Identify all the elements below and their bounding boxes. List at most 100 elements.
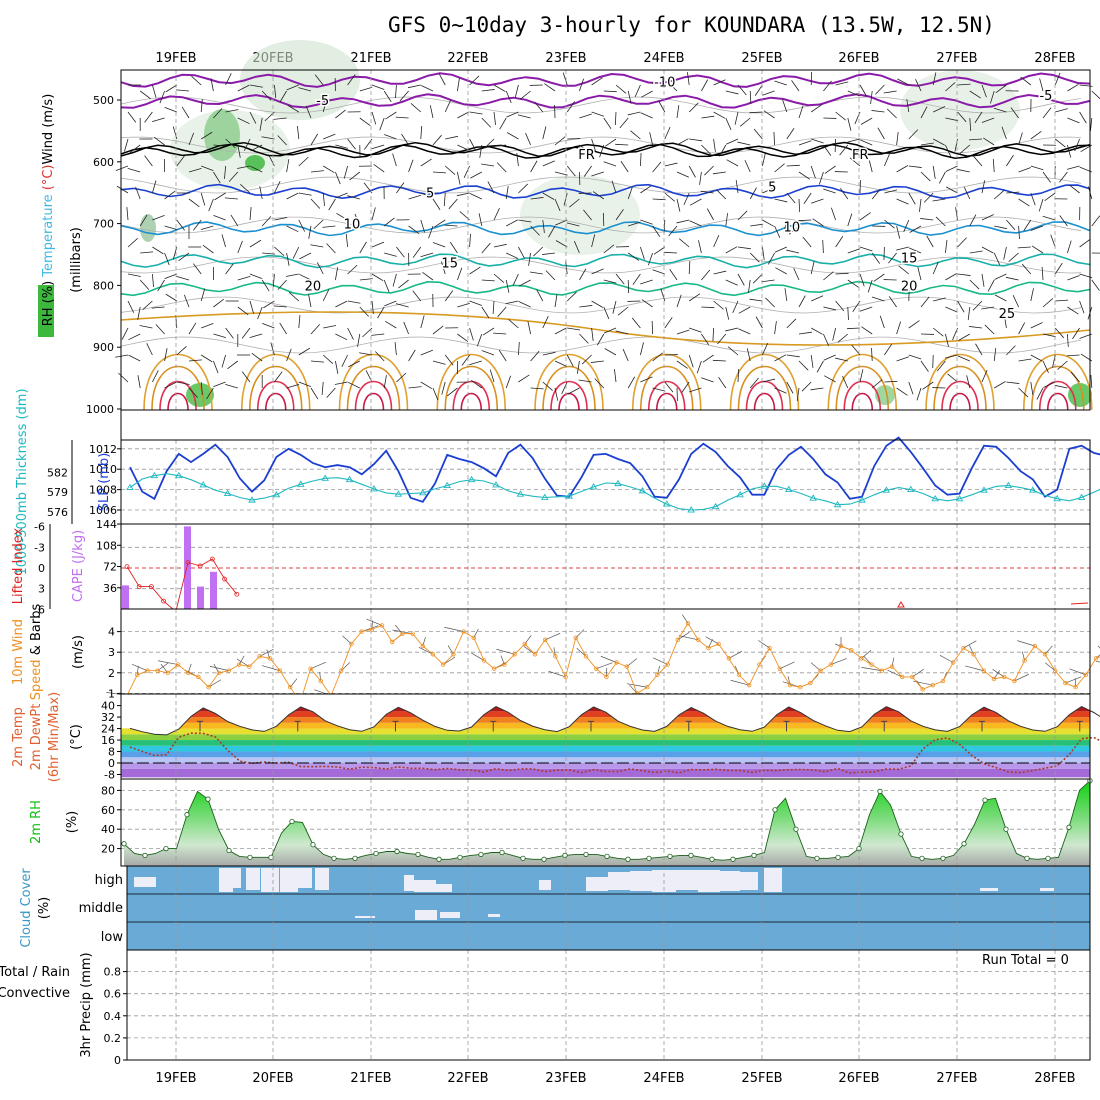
wind-barb bbox=[492, 300, 495, 314]
wind-barb bbox=[719, 144, 727, 157]
wind-barb bbox=[241, 327, 251, 339]
wind-barb bbox=[945, 117, 959, 122]
wind-barb bbox=[676, 198, 681, 212]
cloud-cover-panel: high middle low Cloud Cover (%) bbox=[19, 865, 1091, 951]
rh-shading-patch bbox=[900, 70, 1020, 150]
cloud-gap bbox=[440, 912, 460, 918]
wind-barb bbox=[835, 357, 848, 362]
wind-barb bbox=[681, 381, 690, 393]
wind-barb bbox=[257, 306, 263, 320]
wind-barb bbox=[213, 333, 227, 338]
wind-barb bbox=[1054, 72, 1061, 86]
wind-barb-10m bbox=[678, 635, 699, 641]
wind-barb bbox=[835, 235, 844, 248]
wind-barb bbox=[725, 138, 739, 145]
wind-barb bbox=[371, 241, 385, 248]
cloud-gap bbox=[764, 868, 782, 892]
wind-barb bbox=[529, 271, 543, 275]
wind-barb bbox=[859, 306, 873, 312]
wind-barb bbox=[840, 188, 849, 200]
wind-barb bbox=[383, 375, 387, 389]
wind-barb bbox=[421, 85, 434, 92]
wind-speed-marker bbox=[696, 637, 701, 643]
wind-barb bbox=[1042, 360, 1049, 373]
wind-barb bbox=[676, 360, 688, 369]
wind-barb-10m bbox=[779, 661, 795, 669]
wind-barb bbox=[392, 273, 397, 287]
wind-barb bbox=[438, 73, 446, 86]
wind-speed-marker bbox=[614, 660, 619, 665]
y-tick-label: 900 bbox=[93, 341, 114, 354]
wind-barb bbox=[420, 381, 433, 390]
wind-barb bbox=[640, 279, 653, 285]
wind-barb bbox=[603, 161, 617, 167]
wind-barb-10m bbox=[965, 665, 984, 672]
thickness-marker bbox=[516, 490, 525, 497]
wind-barb bbox=[591, 138, 596, 152]
wind-barb bbox=[262, 322, 275, 329]
wind-barb bbox=[835, 81, 849, 86]
wind-speed-marker bbox=[390, 639, 395, 645]
wind-speed-marker bbox=[573, 635, 578, 640]
wind-barb bbox=[627, 111, 641, 116]
wind-barb bbox=[810, 104, 823, 113]
date-label-bottom: 24FEB bbox=[643, 1071, 684, 1086]
wind-barb bbox=[824, 165, 836, 174]
wind-barb bbox=[871, 252, 880, 264]
wind-barb-10m bbox=[912, 668, 924, 678]
warm-air-contour bbox=[835, 365, 890, 411]
rh-marker bbox=[394, 848, 400, 855]
wind-barb bbox=[172, 246, 178, 260]
wind-barb bbox=[615, 330, 629, 335]
wind-barb bbox=[676, 329, 690, 335]
y-axis-label: Lifted Index bbox=[11, 527, 26, 604]
wind-barb bbox=[908, 320, 920, 329]
rh-marker bbox=[247, 854, 253, 860]
wind-barb bbox=[444, 290, 454, 302]
wind-barb bbox=[395, 303, 409, 308]
wind-barb bbox=[542, 192, 555, 200]
wind-barb bbox=[701, 144, 711, 155]
y-axis-label: 2m RH bbox=[29, 800, 44, 844]
wind-barb bbox=[786, 164, 800, 167]
y-axis-label-part: (millibars) bbox=[69, 227, 84, 293]
wind-barb bbox=[701, 377, 714, 383]
y-tick-label: 108 bbox=[96, 539, 117, 552]
wind-barb bbox=[286, 384, 300, 389]
wind-barb bbox=[678, 238, 690, 248]
y-axis-label: CAPE (J/kg) bbox=[71, 530, 86, 602]
wind-barb bbox=[569, 198, 580, 208]
thickness-marker bbox=[858, 496, 866, 503]
wind-speed-marker bbox=[471, 635, 476, 640]
warm-air-contour bbox=[851, 392, 874, 411]
wind-barb bbox=[127, 168, 141, 173]
wind-barb bbox=[1020, 76, 1032, 86]
wind-barb bbox=[461, 354, 470, 366]
wind-barb bbox=[139, 325, 153, 329]
wind-barb bbox=[664, 192, 676, 202]
wind-barb bbox=[663, 251, 678, 254]
wind-barb bbox=[725, 327, 739, 332]
wind-barb bbox=[354, 213, 361, 227]
wind-barb bbox=[873, 273, 885, 282]
wind-barb bbox=[812, 218, 824, 227]
wind-speed-marker bbox=[481, 658, 487, 663]
wind-speed-marker bbox=[981, 668, 986, 673]
wind-barb bbox=[640, 219, 653, 225]
wind-barb bbox=[752, 273, 763, 284]
wind-barb bbox=[299, 252, 312, 260]
wind-barb bbox=[444, 165, 456, 175]
wind-barb bbox=[1030, 322, 1043, 329]
wind-barb bbox=[883, 90, 897, 94]
wind-barb bbox=[270, 342, 275, 356]
wind-barb bbox=[121, 327, 129, 340]
wind-barb bbox=[152, 273, 154, 287]
thickness-marker bbox=[785, 485, 793, 493]
lifted-index-line bbox=[126, 558, 238, 613]
wind-barb bbox=[542, 381, 553, 391]
thickness-marker bbox=[443, 481, 451, 489]
wind-barb bbox=[335, 144, 349, 149]
wind-barb-10m bbox=[208, 679, 222, 688]
wind-barb bbox=[481, 163, 495, 167]
wind-barb bbox=[798, 140, 812, 146]
